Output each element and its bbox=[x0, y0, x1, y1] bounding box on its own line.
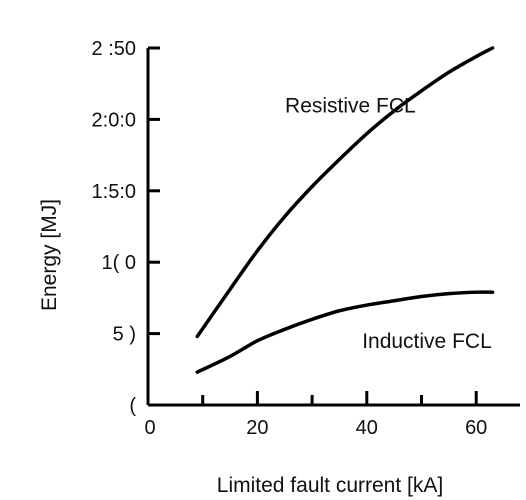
y-tick-label: 2 :50 bbox=[92, 38, 136, 60]
y-tick-label: ( bbox=[129, 395, 136, 417]
series-lines bbox=[195, 46, 495, 374]
plot-area: 0 20 40 60 (5 ) 1( 0 1:5:0 2:0:0 2 :50 Resistiv… bbox=[92, 38, 520, 439]
series-labels: Resistive FCL Inductive FCL bbox=[285, 94, 492, 353]
x-tick-label: 20 bbox=[246, 417, 268, 439]
x-tick-label: 0 bbox=[144, 417, 155, 439]
y-axis-ticks: (5 ) 1( 0 1:5:0 2:0:0 2 :50 bbox=[92, 38, 160, 417]
y-tick-label: 2:0:0 bbox=[92, 109, 136, 131]
y-tick-label: 5 ) bbox=[113, 324, 136, 346]
x-axis-ticks: 0 20 40 60 bbox=[144, 391, 487, 439]
x-tick-label: 60 bbox=[465, 417, 487, 439]
y-axis-title: Energy [MJ] bbox=[38, 199, 61, 311]
series-label-resistive-fcl: Resistive FCL bbox=[285, 94, 416, 117]
x-tick-label: 40 bbox=[356, 417, 378, 439]
series-line-resistive-fcl bbox=[195, 46, 495, 339]
y-tick-label: 1( 0 bbox=[102, 252, 136, 274]
x-axis-title: Limited fault current [kA] bbox=[217, 474, 443, 497]
y-tick-label: 1:5:0 bbox=[92, 181, 136, 203]
series-label-inductive-fcl: Inductive FCL bbox=[362, 330, 492, 353]
series-line-inductive-fcl bbox=[195, 290, 495, 374]
